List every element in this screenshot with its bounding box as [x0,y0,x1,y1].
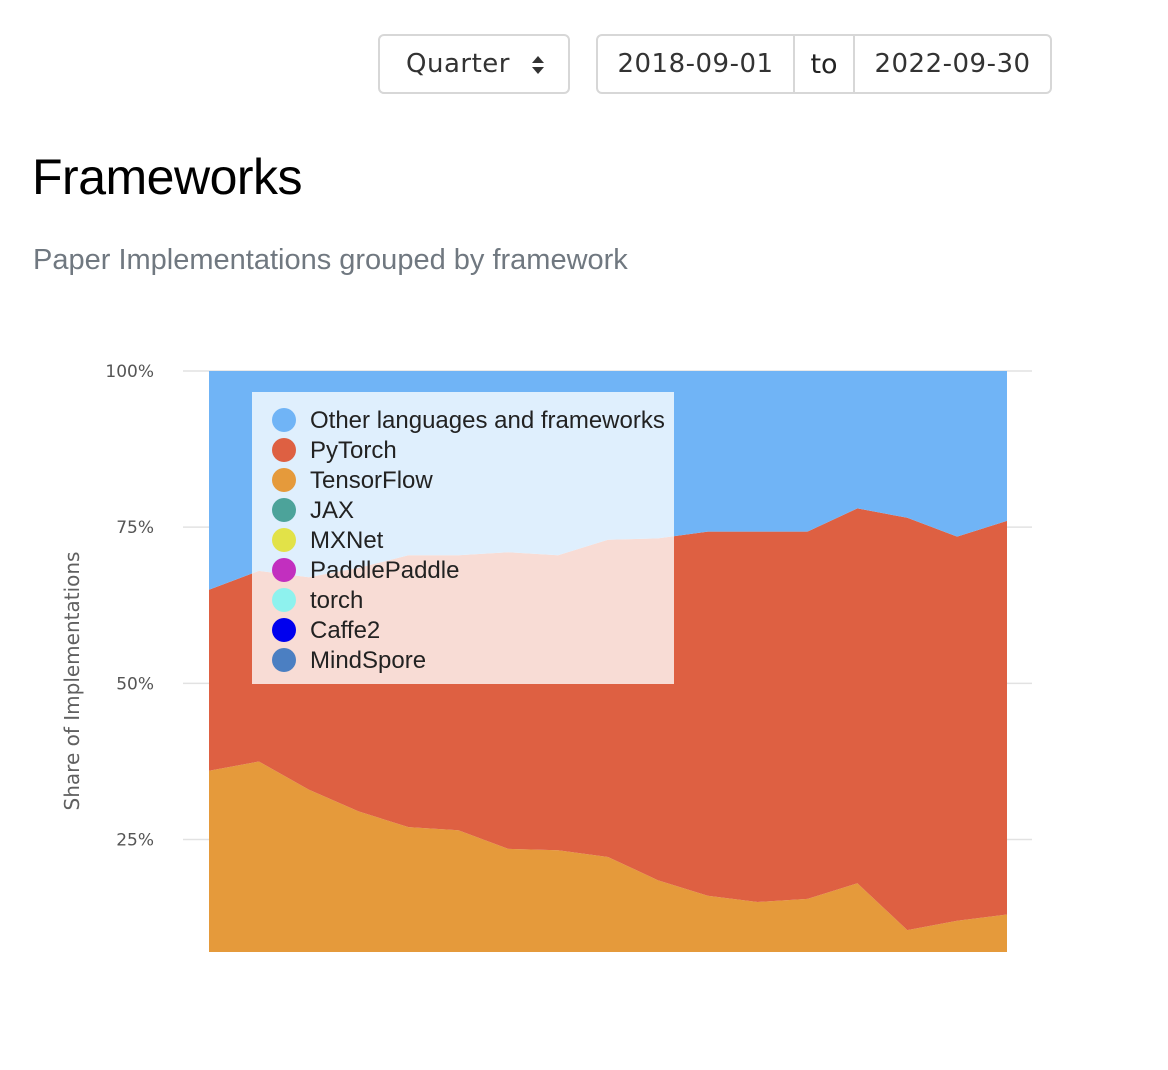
legend-marker [272,558,296,582]
legend-marker [272,588,296,612]
legend-label[interactable]: Caffe2 [310,617,380,644]
chart-legend: Other languages and frameworks PyTorch Ten… [252,392,674,684]
legend-marker [272,618,296,642]
legend-label[interactable]: PyTorch [310,437,397,464]
legend-label[interactable]: JAX [310,497,354,524]
page-title: Frameworks [32,149,303,205]
date-range-picker: 2018-09-01 to 2022-09-30 [596,34,1052,94]
legend-label[interactable]: Other languages and frameworks [310,407,665,434]
y-axis-label: Share of Implementations [60,552,84,811]
y-tick-label: 75% [116,518,154,538]
y-tick-label: 25% [116,831,154,851]
legend-marker [272,498,296,522]
end-date-input[interactable]: 2022-09-30 [874,49,1031,79]
start-date-input[interactable]: 2018-09-01 [598,36,795,92]
y-tick-label: 100% [105,362,154,382]
legend-marker [272,648,296,672]
legend-label[interactable]: MindSpore [310,647,426,674]
legend-label[interactable]: PaddlePaddle [310,557,459,584]
date-range-separator: to [795,36,855,92]
legend-label[interactable]: TensorFlow [310,467,433,494]
legend-marker [272,528,296,552]
sort-caret-icon [532,56,544,74]
legend-marker [272,438,296,462]
area-series-tensorflow [209,761,1007,952]
legend-label[interactable]: torch [310,587,363,614]
period-select-value: Quarter [406,49,510,79]
legend-marker [272,408,296,432]
legend-marker [272,468,296,492]
legend-label[interactable]: MXNet [310,527,384,554]
legend-box [252,392,674,684]
y-tick-label: 50% [116,674,154,694]
page-subtitle: Paper Implementations grouped by framewo… [33,244,628,276]
chart-y-axis: 25% 50% 75% 100% Share of Implementations [60,362,154,851]
period-select[interactable]: Quarter [378,34,570,94]
